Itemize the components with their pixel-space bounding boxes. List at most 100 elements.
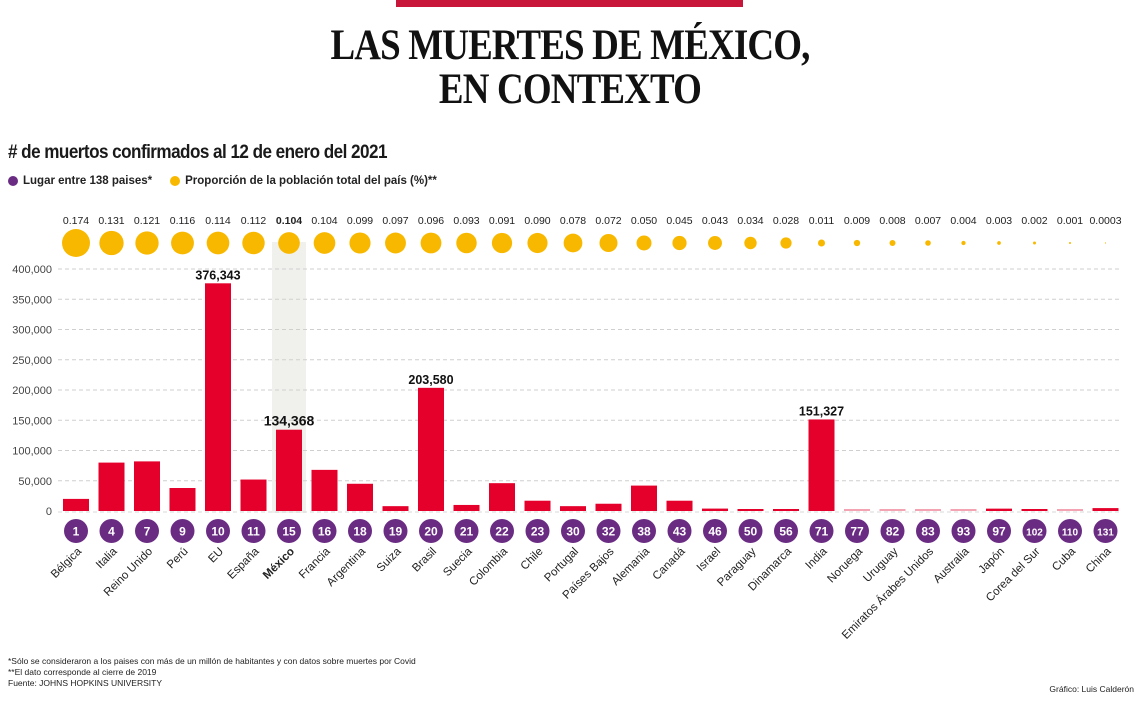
bar [702, 508, 728, 511]
category-label: Francia [297, 545, 333, 581]
rank-circle [596, 519, 621, 543]
proportion-circle [780, 237, 792, 249]
footnote-1: *Sólo se consideraron a los paises con m… [8, 656, 416, 666]
rank-circle [561, 519, 585, 543]
top-accent-rule [396, 0, 743, 7]
proportion-label: 0.096 [418, 215, 444, 227]
rank-circle [916, 519, 940, 543]
rank-circle [170, 519, 195, 543]
proportion-circle [278, 232, 300, 254]
rank-label: 71 [815, 525, 829, 539]
proportion-circle [636, 235, 652, 251]
rank-circle [135, 519, 159, 543]
proportion-label: 0.072 [595, 215, 621, 227]
category-label: Suecia [441, 545, 475, 579]
proportion-circle [708, 236, 722, 250]
proportion-label: 0.034 [737, 215, 763, 227]
rank-label: 102 [1026, 528, 1043, 539]
proportion-circle [1104, 242, 1107, 244]
proportion-circle [672, 235, 687, 251]
rank-circle [1022, 519, 1047, 543]
rank-circle [383, 519, 408, 543]
rank-label: 38 [637, 525, 651, 539]
proportion-circle [961, 240, 966, 246]
rank-circle [951, 519, 976, 543]
bar-value-label: 376,343 [195, 268, 240, 282]
bar [1057, 509, 1083, 511]
proportion-circle [456, 232, 477, 254]
category-label: México [261, 546, 297, 582]
rank-circle [632, 519, 656, 543]
rank-circle [525, 519, 550, 543]
proportion-label: 0.008 [879, 215, 905, 227]
legend-label-rank: Lugar entre 138 paises* [23, 175, 153, 187]
rank-label: 16 [318, 525, 332, 539]
category-label: Perú [165, 546, 191, 572]
proportion-circle [744, 236, 757, 250]
proportion-circle [420, 232, 442, 254]
rank-label: 131 [1097, 528, 1114, 539]
rank-circle [703, 519, 727, 543]
proportion-label: 0.028 [773, 215, 799, 227]
proportion-label: 0.093 [453, 215, 479, 227]
bar [276, 429, 302, 511]
proportion-label: 0.090 [524, 215, 550, 227]
bar [382, 506, 409, 511]
y-tick-label: 100,000 [12, 446, 52, 458]
legend-item-rank: Lugar entre 138 paises* [8, 175, 152, 187]
category-label: Alemania [610, 545, 653, 588]
category-label: Cuba [1050, 545, 1078, 573]
legend: Lugar entre 138 paises* Proporción de la… [8, 175, 449, 187]
proportion-label: 0.174 [63, 215, 89, 227]
category-label: Israel [695, 546, 723, 574]
yellow-dot-icon [170, 176, 181, 186]
y-tick-label: 300,000 [12, 325, 52, 337]
category-label: Suiza [375, 545, 404, 574]
rank-label: 97 [992, 525, 1006, 539]
rank-label: 93 [957, 525, 971, 539]
proportion-circle [599, 233, 618, 253]
bar [418, 387, 444, 511]
proportion-label: 0.121 [134, 215, 160, 227]
rank-label: 110 [1062, 528, 1079, 539]
bar [524, 500, 551, 511]
y-tick-label: 0 [46, 506, 52, 518]
category-label: Argentina [325, 545, 369, 589]
bar [773, 509, 799, 511]
rank-circle [277, 519, 301, 543]
y-tick-label: 50,000 [18, 476, 52, 488]
proportion-label: 0.011 [809, 215, 835, 227]
proportion-label: 0.131 [98, 215, 124, 227]
proportion-label: 0.007 [915, 215, 941, 227]
proportion-circle [491, 232, 513, 254]
bar [737, 509, 764, 511]
rank-circle [880, 519, 905, 543]
rank-label: 21 [460, 525, 474, 539]
proportion-label: 0.004 [950, 215, 976, 227]
proportion-circle [889, 239, 896, 247]
bar [311, 469, 338, 511]
proportion-circle [171, 231, 194, 255]
footnote-2: **El dato corresponde al cierre de 2019 [8, 667, 157, 677]
category-label: Italia [94, 545, 120, 571]
bar [347, 483, 373, 511]
footnotes: *Sólo se consideraron a los paises con m… [8, 656, 416, 689]
proportion-label: 0.104 [276, 215, 302, 227]
proportion-label: 0.097 [382, 215, 408, 227]
chart-subtitle: # de muertos confirmados al 12 de enero … [8, 142, 387, 163]
proportion-label: 0.112 [241, 215, 267, 227]
rank-label: 11 [247, 525, 260, 539]
category-label: Chile [519, 546, 546, 573]
proportion-label: 0.116 [170, 215, 196, 227]
source: Fuente: JOHNS HOPKINS UNIVERSITY [8, 678, 162, 688]
proportion-circle [99, 230, 124, 256]
rank-label: 22 [495, 525, 509, 539]
y-tick-label: 400,000 [12, 264, 52, 276]
bar [879, 509, 906, 511]
category-label: Japón [976, 546, 1007, 577]
rank-label: 10 [211, 525, 225, 539]
rank-circle [738, 519, 763, 543]
rank-circle [241, 519, 266, 543]
purple-dot-icon [8, 176, 18, 186]
proportion-circle [563, 233, 583, 253]
